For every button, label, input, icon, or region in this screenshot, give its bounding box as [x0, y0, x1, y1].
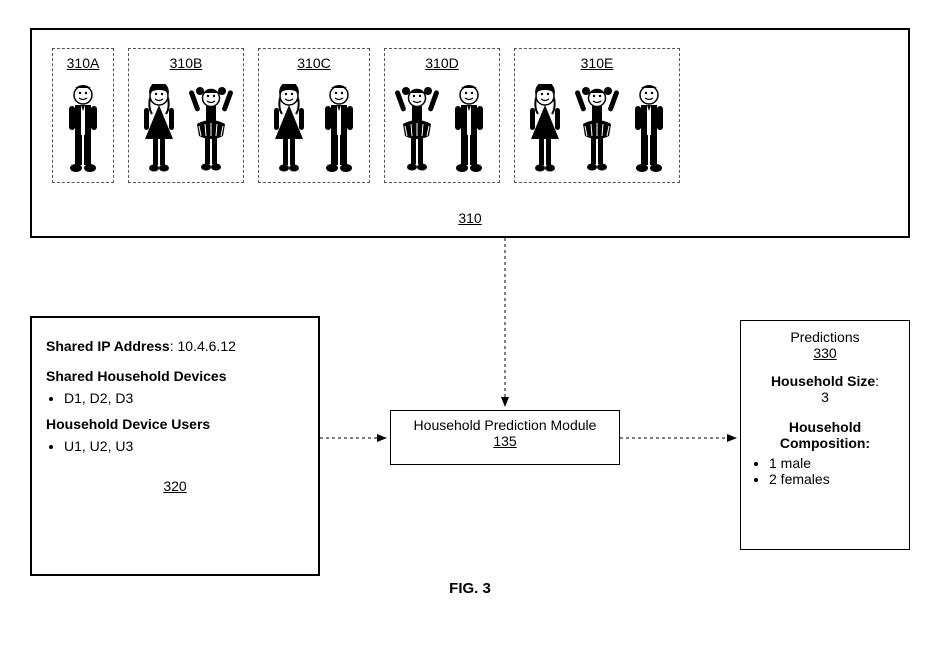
comp-label: Household Composition: — [751, 419, 899, 451]
ref-310: 310 — [32, 210, 908, 226]
cards-row: 310A 310B — [52, 48, 888, 183]
composition-item: 1 male — [769, 455, 899, 471]
ref-320: 320 — [46, 478, 304, 494]
card-label: 310A — [67, 55, 100, 71]
ip-label: Shared IP Address — [46, 338, 170, 354]
box-320: Shared IP Address: 10.4.6.12 Shared Hous… — [30, 316, 320, 576]
card-label: 310D — [425, 55, 458, 71]
ref-330: 330 — [751, 345, 899, 361]
man-icon — [317, 84, 361, 174]
card-310D: 310D — [384, 48, 500, 183]
module-title: Household Prediction Module — [395, 417, 615, 433]
composition-list: 1 male2 females — [769, 455, 899, 487]
ref-135: 135 — [395, 433, 615, 449]
figure-caption: FIG. 3 — [20, 580, 920, 597]
box-310: 310A 310B — [30, 28, 910, 238]
card-figures — [393, 75, 491, 174]
arrow-135-to-330 — [620, 430, 740, 450]
card-figures — [267, 75, 361, 174]
predictions-title: Predictions — [751, 329, 899, 345]
users-label: Household Device Users — [46, 416, 304, 432]
ip-value: 10.4.6.12 — [178, 338, 236, 354]
card-310A: 310A — [52, 48, 114, 183]
devices-label: Shared Household Devices — [46, 368, 304, 384]
woman-icon — [523, 84, 567, 174]
card-310E: 310E — [514, 48, 680, 183]
ip-line: Shared IP Address: 10.4.6.12 — [46, 338, 304, 354]
arrow-310-to-135 — [500, 238, 520, 410]
figure-3-diagram: 310A 310B — [20, 20, 920, 640]
card-310C: 310C — [258, 48, 370, 183]
woman-icon — [267, 84, 311, 174]
size-value: 3 — [751, 389, 899, 405]
size-label: Household Size — [771, 373, 875, 389]
man-icon — [61, 84, 105, 174]
users-value: U1, U2, U3 — [64, 438, 304, 454]
girl-icon — [573, 84, 621, 174]
arrow-320-to-135 — [320, 430, 390, 450]
card-label: 310E — [581, 55, 614, 71]
woman-icon — [137, 84, 181, 174]
card-figures — [137, 75, 235, 174]
composition-item: 2 females — [769, 471, 899, 487]
man-icon — [627, 84, 671, 174]
devices-value: D1, D2, D3 — [64, 390, 304, 406]
box-135: Household Prediction Module 135 — [390, 410, 620, 465]
card-figures — [61, 75, 105, 174]
box-330: Predictions 330 Household Size: 3 Househ… — [740, 320, 910, 550]
girl-icon — [393, 84, 441, 174]
girl-icon — [187, 84, 235, 174]
man-icon — [447, 84, 491, 174]
card-310B: 310B — [128, 48, 244, 183]
card-label: 310C — [297, 55, 330, 71]
card-label: 310B — [170, 55, 203, 71]
card-figures — [523, 75, 671, 174]
